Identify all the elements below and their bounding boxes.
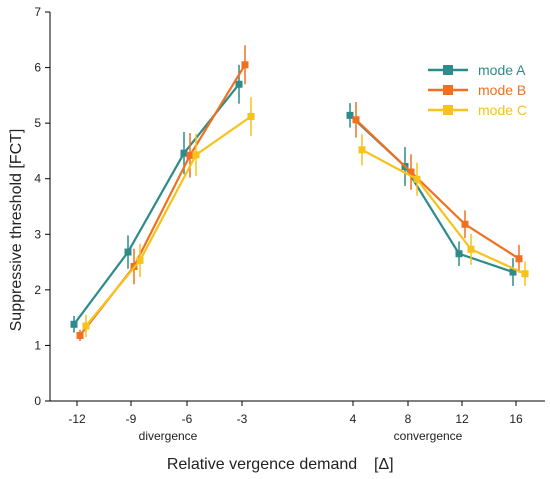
axes	[45, 11, 545, 406]
y-tick-label: 6	[34, 61, 41, 75]
data-point	[247, 112, 255, 120]
data-point	[241, 61, 249, 69]
y-tick-label: 2	[34, 283, 41, 297]
data-point	[455, 250, 463, 258]
y-tick-label: 5	[34, 116, 41, 130]
series-mode-a	[70, 64, 517, 333]
data-point	[346, 111, 354, 119]
x-tick-label: -12	[68, 412, 86, 426]
legend-marker-mode-b	[443, 85, 453, 95]
series-line-mode-a	[349, 114, 514, 274]
x-tick-label: 4	[350, 412, 357, 426]
convergence-group-label: convergence	[394, 429, 463, 443]
x-axis-unit: [Δ]	[374, 456, 394, 473]
legend-label-mode-a: mode A	[478, 62, 526, 78]
x-tick-labels: -12 -9 -6 -3 4 8 12 16	[68, 412, 523, 426]
data-point	[407, 168, 415, 176]
series-layer	[70, 45, 529, 341]
y-axis-title: Suppressive threshold [FCT]	[8, 129, 25, 332]
data-point	[235, 80, 243, 88]
series-mode-c	[82, 97, 529, 338]
x-tick-label: -6	[182, 412, 193, 426]
divergence-group-label: divergence	[139, 429, 198, 443]
legend-label-mode-c: mode C	[478, 102, 527, 118]
data-point	[186, 151, 194, 159]
data-point	[467, 245, 475, 253]
data-point	[461, 220, 469, 228]
data-point	[509, 268, 517, 276]
x-tick-label: -3	[237, 412, 248, 426]
y-tick-label: 4	[34, 172, 41, 186]
data-point	[352, 116, 360, 124]
x-tick-label: 8	[405, 412, 412, 426]
legend-marker-mode-c	[443, 105, 453, 115]
x-tick-label: 12	[455, 412, 469, 426]
data-point	[192, 151, 200, 159]
y-tick-label: 1	[34, 338, 41, 352]
legend-marker-mode-a	[443, 65, 453, 75]
legend: mode A mode B mode C	[428, 62, 527, 118]
series-line-mode-b	[79, 64, 246, 337]
y-tick-labels: 0 1 2 3 4 5 6 7	[34, 5, 41, 408]
data-point	[70, 320, 78, 328]
data-point	[515, 255, 523, 263]
data-point	[413, 175, 421, 183]
series-line-mode-a	[73, 83, 240, 325]
x-axis-title: Relative vergence demand	[167, 456, 357, 473]
series-line-mode-b	[355, 119, 520, 260]
data-point	[124, 248, 132, 256]
data-point	[521, 270, 529, 278]
x-tick-label: 16	[509, 412, 523, 426]
data-point	[180, 149, 188, 157]
y-tick-label: 7	[34, 5, 41, 19]
data-point	[76, 331, 84, 339]
data-point	[136, 256, 144, 264]
series-line-mode-c	[85, 115, 252, 327]
y-tick-label: 3	[34, 227, 41, 241]
y-tick-label: 0	[34, 394, 41, 408]
data-point	[358, 146, 366, 154]
series-line-mode-c	[361, 148, 526, 275]
data-point	[82, 322, 90, 330]
legend-label-mode-b: mode B	[478, 82, 526, 98]
x-tick-label: -9	[126, 412, 137, 426]
